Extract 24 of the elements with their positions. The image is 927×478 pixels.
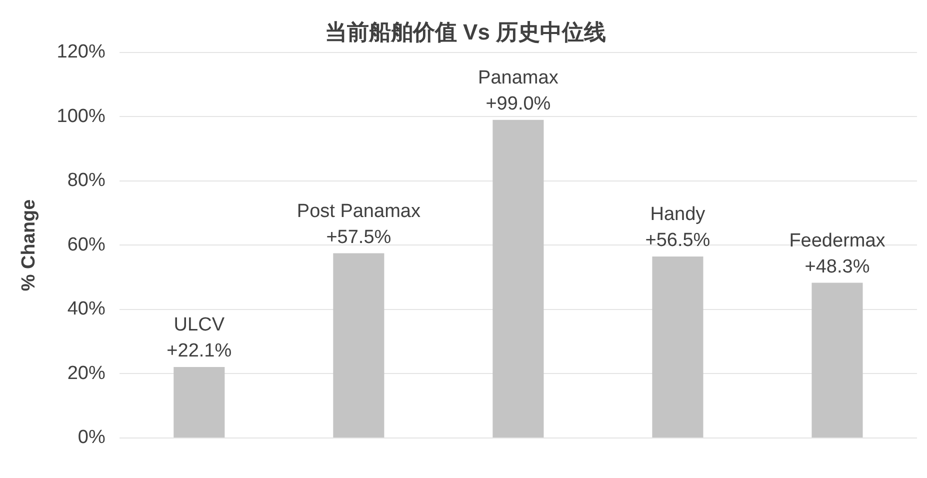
data-label: +22.1% bbox=[166, 340, 232, 362]
y-tick-label: 40% bbox=[67, 298, 106, 320]
data-label: +56.5% bbox=[645, 230, 710, 252]
bar bbox=[492, 120, 544, 438]
y-axis-title: % Change bbox=[18, 199, 40, 292]
bar bbox=[812, 282, 863, 438]
y-tick-label: 0% bbox=[78, 427, 106, 448]
y-tick-label: 100% bbox=[56, 106, 106, 127]
y-tick-label: 60% bbox=[67, 234, 106, 256]
x-tick-label: Post Panamax bbox=[296, 200, 421, 222]
x-tick-label: Handy bbox=[650, 204, 706, 226]
x-tick-label: Panamax bbox=[478, 68, 559, 89]
bar bbox=[333, 253, 384, 438]
bar bbox=[174, 366, 225, 438]
x-tick-label: Feedermax bbox=[789, 230, 886, 252]
data-label: +99.0% bbox=[486, 94, 551, 115]
chart-title: 当前船舶价值 Vs 历史中位线 bbox=[324, 19, 606, 44]
y-tick-label: 20% bbox=[67, 362, 106, 384]
data-label: +57.5% bbox=[326, 226, 392, 248]
x-tick-label: ULCV bbox=[174, 314, 225, 336]
y-tick-label: 80% bbox=[67, 170, 106, 192]
data-label: +48.3% bbox=[804, 256, 870, 278]
bar bbox=[652, 256, 704, 438]
y-tick-label: 120% bbox=[56, 42, 106, 63]
